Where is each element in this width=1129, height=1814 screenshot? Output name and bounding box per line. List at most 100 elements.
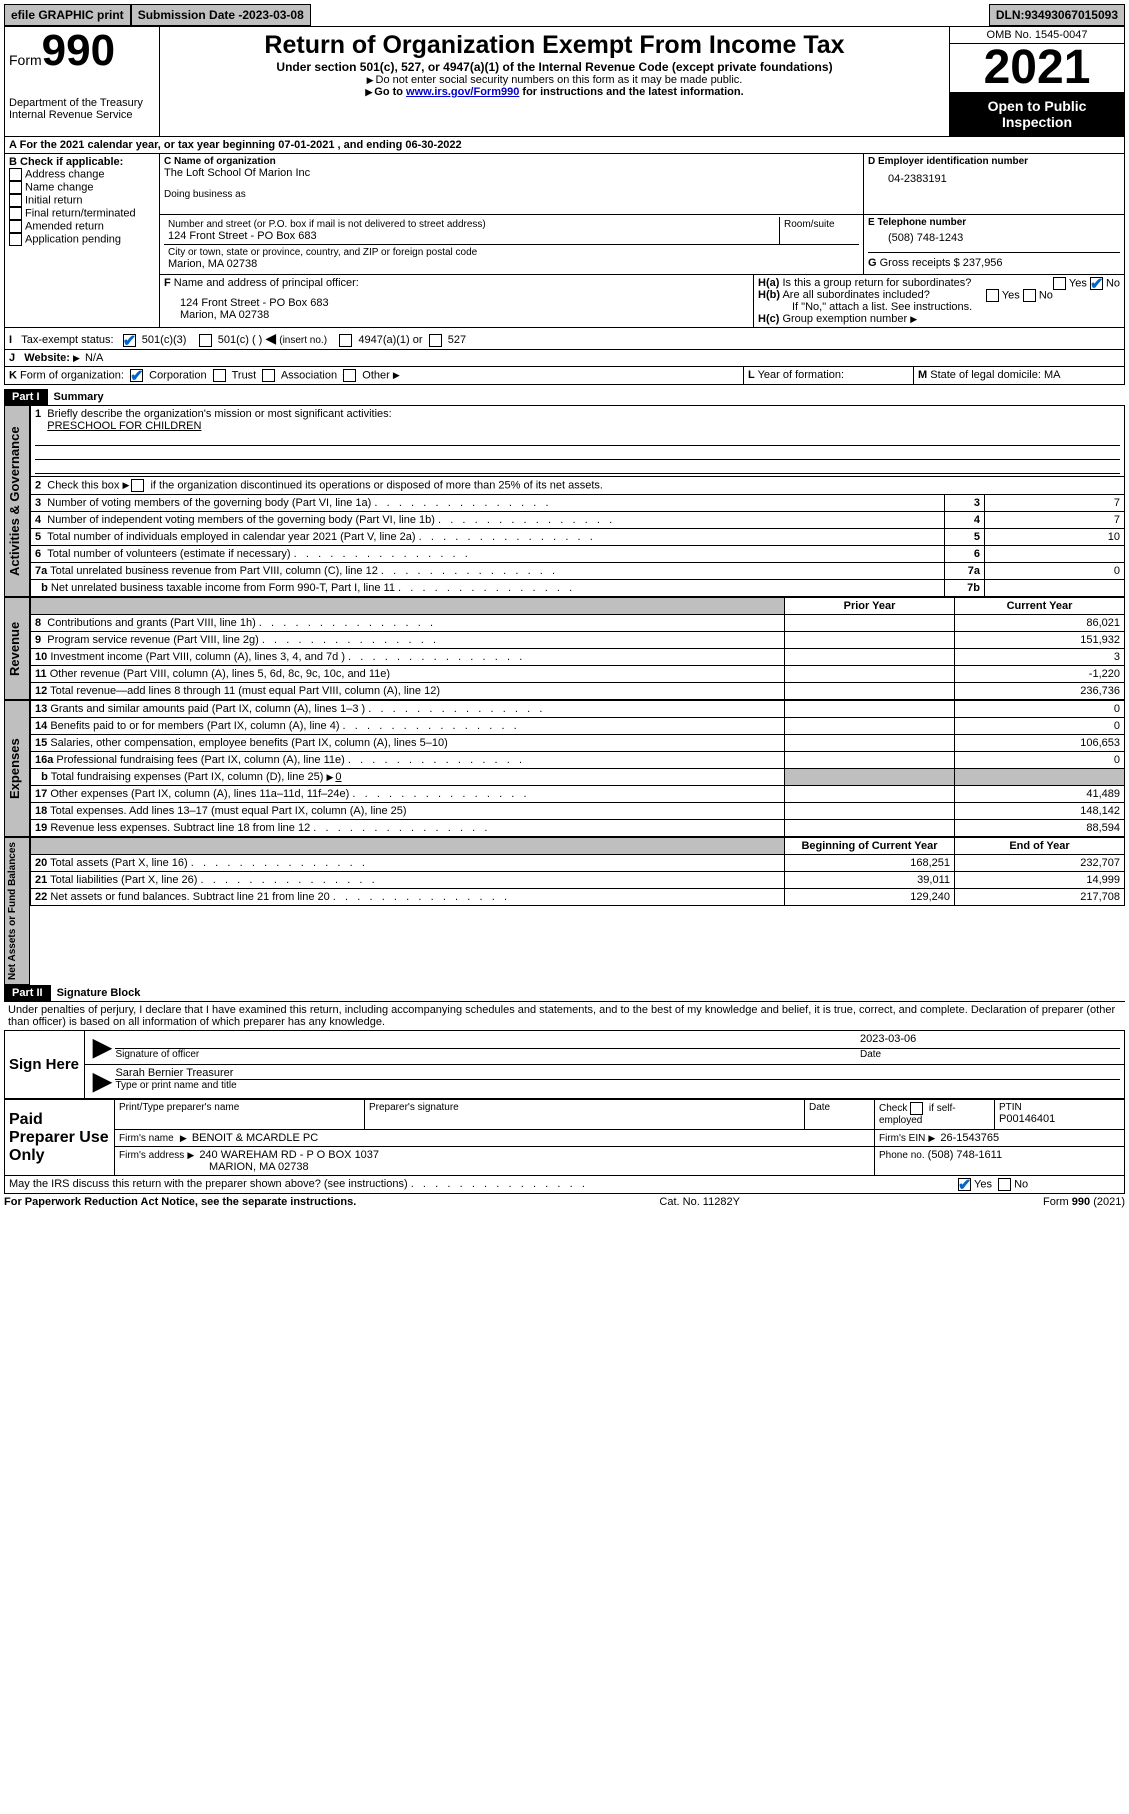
gross-receipts-label: Gross receipts $	[880, 257, 960, 269]
arrow-icon: ▶	[89, 1033, 115, 1062]
row-16b: b Total fundraising expenses (Part IX, c…	[31, 769, 1125, 786]
chk-501c[interactable]	[199, 334, 212, 347]
hb-no[interactable]	[1023, 289, 1036, 302]
row-16a: 16a Professional fundraising fees (Part …	[31, 752, 1125, 769]
tax-exempt-label: Tax-exempt status:	[21, 334, 113, 346]
street-value: 124 Front Street - PO Box 683	[168, 230, 775, 242]
entity-block: B Check if applicable: Address change Na…	[4, 154, 1125, 328]
chk-address-change[interactable]: Address change	[9, 168, 155, 181]
part1-body: Activities & Governance 1 Briefly descri…	[4, 405, 1125, 597]
chk-501c3[interactable]	[123, 334, 136, 347]
balances-table: Beginning of Current YearEnd of Year 20 …	[30, 837, 1125, 906]
tax-year: 2021	[950, 44, 1124, 92]
row-4: 4 Number of independent voting members o…	[31, 512, 1125, 529]
chk-final-return[interactable]: Final return/terminated	[9, 207, 155, 220]
phone-value: (508) 748-1243	[868, 228, 1120, 244]
prep-sig-label: Preparer's signature	[369, 1102, 800, 1113]
h-c: H(c) Group exemption number	[758, 313, 1120, 325]
domicile-label: State of legal domicile:	[930, 369, 1044, 381]
dln: DLN: 93493067015093	[989, 4, 1125, 26]
city-label: City or town, state or province, country…	[168, 247, 855, 258]
dept-treasury: Department of the Treasury	[9, 97, 155, 109]
q2-label: Check this box	[47, 479, 119, 491]
row-17: 17 Other expenses (Part IX, column (A), …	[31, 786, 1125, 803]
chk-application-pending[interactable]: Application pending	[9, 233, 155, 246]
line-i: I Tax-exempt status: 501(c)(3) 501(c) ( …	[4, 328, 1125, 350]
chk-4947[interactable]	[339, 334, 352, 347]
ein-value: 04-2383191	[868, 167, 1120, 185]
line-a: A For the 2021 calendar year, or tax yea…	[4, 137, 1125, 154]
ssn-note: Do not enter social security numbers on …	[168, 74, 941, 86]
dln-value: 93493067015093	[1025, 8, 1118, 22]
efile-print-button[interactable]: efile GRAPHIC print	[4, 4, 131, 26]
website-value: N/A	[85, 352, 103, 364]
hb-yes[interactable]	[986, 289, 999, 302]
chk-corporation[interactable]	[130, 369, 143, 382]
row-7b: b Net unrelated business taxable income …	[31, 580, 1125, 597]
chk-name-change[interactable]: Name change	[9, 181, 155, 194]
officer-addr1: 124 Front Street - PO Box 683	[180, 297, 749, 309]
side-expenses: Expenses	[4, 700, 30, 837]
col-current: Current Year	[955, 598, 1125, 615]
irs-discuss-yes[interactable]	[958, 1178, 971, 1191]
col-begin: Beginning of Current Year	[785, 838, 955, 855]
chk-amended-return[interactable]: Amended return	[9, 220, 155, 233]
submission-date-label: Submission Date -	[138, 8, 243, 22]
row-21: 21 Total liabilities (Part X, line 26)39…	[31, 872, 1125, 889]
ha-no[interactable]	[1090, 277, 1103, 290]
instructions-note: Go to www.irs.gov/Form990 for instructio…	[168, 86, 941, 98]
balances-block: Net Assets or Fund Balances Beginning of…	[4, 837, 1125, 985]
open-to-public: Open to Public Inspection	[950, 92, 1124, 136]
line-j: J Website: N/A	[4, 350, 1125, 367]
sig-officer-label: Signature of officer	[115, 1049, 860, 1060]
officer-addr2: Marion, MA 02738	[180, 309, 749, 321]
website-label: Website:	[24, 352, 70, 364]
revenue-table: Prior YearCurrent Year 8 Contributions a…	[30, 597, 1125, 700]
arrow-icon: ▶	[89, 1067, 115, 1096]
chk-other[interactable]	[343, 369, 356, 382]
ha-yes[interactable]	[1053, 277, 1066, 290]
chk-self-employed[interactable]	[910, 1102, 923, 1115]
row-19: 19 Revenue less expenses. Subtract line …	[31, 820, 1125, 837]
paid-preparer-table: Paid Preparer Use Only Print/Type prepar…	[4, 1099, 1125, 1176]
firm-ein-label: Firm's EIN	[879, 1133, 925, 1144]
revenue-block: Revenue Prior YearCurrent Year 8 Contrib…	[4, 597, 1125, 700]
row-5: 5 Total number of individuals employed i…	[31, 529, 1125, 546]
domicile-value: MA	[1044, 369, 1061, 381]
paid-preparer-label: Paid Preparer Use Only	[5, 1100, 115, 1176]
instructions-link[interactable]: www.irs.gov/Form990	[406, 86, 519, 98]
sign-here-table: Sign Here ▶ Signature of officer 2023-03…	[4, 1030, 1125, 1099]
officer-name: Sarah Bernier Treasurer	[115, 1067, 1120, 1080]
submission-date-value: 2023-03-08	[242, 8, 303, 22]
city-value: Marion, MA 02738	[168, 258, 855, 270]
part2-header: Part IISignature Block	[4, 985, 1125, 1001]
firm-addr-label: Firm's address	[119, 1150, 184, 1161]
ein-label: Employer identification number	[878, 156, 1028, 167]
irs-discuss-no[interactable]	[998, 1178, 1011, 1191]
org-name: The Loft School Of Marion Inc	[164, 167, 859, 179]
chk-association[interactable]	[262, 369, 275, 382]
year-formation-label: Year of formation:	[758, 369, 844, 381]
side-balances: Net Assets or Fund Balances	[4, 837, 30, 985]
row-6: 6 Total number of volunteers (estimate i…	[31, 546, 1125, 563]
row-8: 8 Contributions and grants (Part VIII, l…	[31, 615, 1125, 632]
irs-discuss-row: May the IRS discuss this return with the…	[4, 1176, 1125, 1194]
footer: For Paperwork Reduction Act Notice, see …	[4, 1194, 1125, 1208]
expenses-block: Expenses 13 Grants and similar amounts p…	[4, 700, 1125, 837]
expenses-table: 13 Grants and similar amounts paid (Part…	[30, 700, 1125, 837]
h-b-note: If "No," attach a list. See instructions…	[758, 301, 1120, 313]
chk-initial-return[interactable]: Initial return	[9, 194, 155, 207]
ptin-label: PTIN	[999, 1102, 1120, 1113]
dln-label: DLN:	[996, 8, 1025, 22]
side-revenue: Revenue	[4, 597, 30, 700]
street-label: Number and street (or P.O. box if mail i…	[168, 219, 775, 230]
tax-year-begin: 07-01-2021	[278, 139, 334, 151]
chk-527[interactable]	[429, 334, 442, 347]
dba-label: Doing business as	[164, 189, 859, 200]
prep-phone: (508) 748-1611	[928, 1149, 1002, 1161]
sig-date-label: Date	[860, 1049, 1120, 1060]
prep-name-label: Print/Type preparer's name	[119, 1102, 360, 1113]
chk-discontinued[interactable]	[131, 479, 144, 492]
topbar: efile GRAPHIC print Submission Date - 20…	[4, 4, 1125, 26]
chk-trust[interactable]	[213, 369, 226, 382]
